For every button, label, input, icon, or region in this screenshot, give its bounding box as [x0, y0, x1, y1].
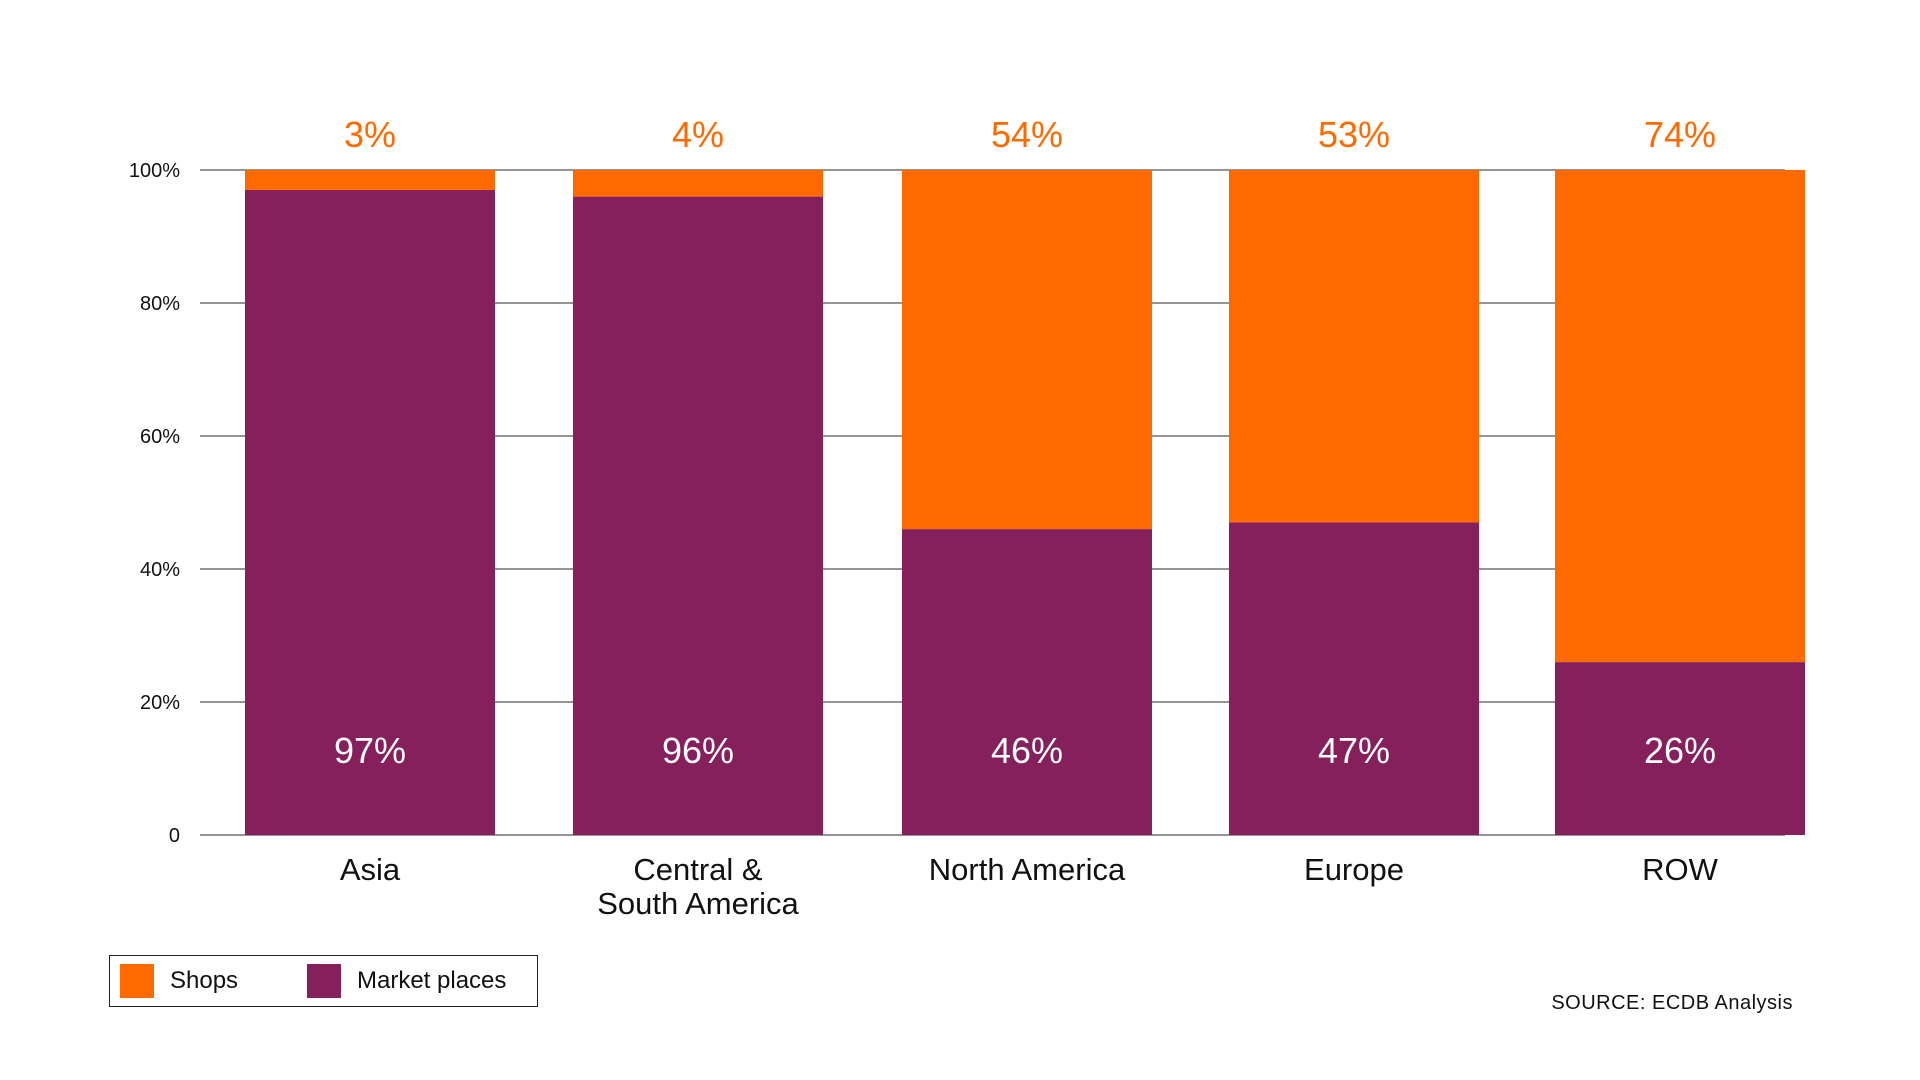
category-label: ROW: [1642, 852, 1719, 887]
bar-shops: [1555, 170, 1805, 663]
category-label: Asia: [340, 852, 401, 887]
category-label-line: South America: [597, 886, 799, 921]
y-tick-label: 60%: [140, 426, 180, 448]
bar-market-places: [245, 189, 495, 835]
y-tick-label: 80%: [140, 293, 180, 315]
data-label-market-places: 97%: [334, 730, 406, 771]
category-label-line: ROW: [1642, 852, 1719, 887]
data-label-shops: 74%: [1644, 114, 1716, 155]
data-label-shops: 53%: [1318, 114, 1390, 155]
bar-shops: [1229, 170, 1479, 523]
legend-label-shops: Shops: [170, 967, 239, 994]
data-label-market-places: 46%: [991, 730, 1063, 771]
bar-market-places: [902, 529, 1152, 835]
category-label: Central & South America: [597, 852, 799, 921]
y-tick-label: 20%: [140, 692, 180, 714]
legend-swatch-shops: [120, 964, 154, 998]
legend-label-market-places: Market places: [357, 967, 507, 994]
data-label-market-places: 26%: [1644, 730, 1716, 771]
data-label-market-places: 96%: [662, 730, 734, 771]
y-tick-label: 40%: [140, 559, 180, 581]
bar-market-places: [1555, 662, 1805, 835]
category-label: North America: [929, 852, 1126, 887]
legend-item-shops: Shops: [120, 956, 238, 1006]
bar-market-places: [1229, 522, 1479, 835]
legend-swatch-market-places: [307, 964, 341, 998]
data-label-shops: 3%: [344, 114, 396, 155]
y-tick-label: 0: [169, 825, 180, 847]
bar-shops: [902, 170, 1152, 530]
data-label-shops: 4%: [672, 114, 724, 155]
source-note: SOURCE: ECDB Analysis: [1551, 992, 1793, 1014]
data-label-shops: 54%: [991, 114, 1063, 155]
category-label-line: Europe: [1304, 852, 1404, 887]
bar-market-places: [573, 196, 823, 836]
category-label: Europe: [1304, 852, 1404, 887]
category-label-line: Central &: [633, 852, 763, 887]
legend: Shops Market places: [109, 955, 538, 1007]
category-label-line: Asia: [340, 852, 401, 887]
category-label-line: North America: [929, 852, 1126, 887]
bar-shops: [573, 170, 823, 197]
bar-shops: [245, 170, 495, 190]
legend-item-market-places: Market places: [307, 956, 506, 1006]
y-tick-label: 100%: [129, 160, 180, 182]
data-label-market-places: 47%: [1318, 730, 1390, 771]
